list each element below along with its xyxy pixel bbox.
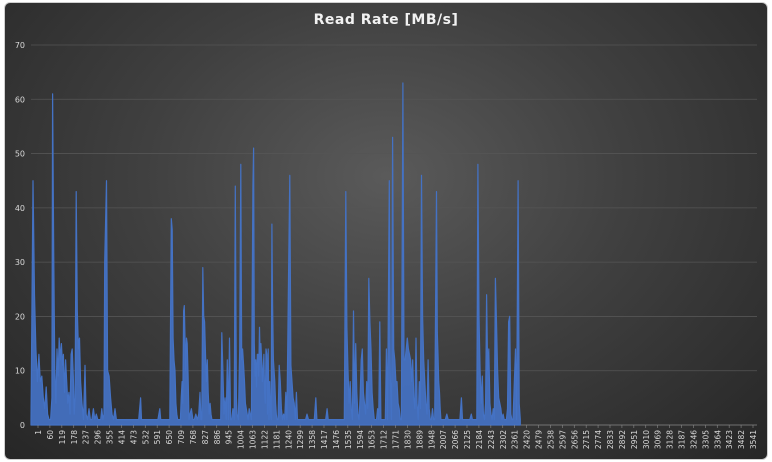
x-tick-label: 945 bbox=[225, 430, 234, 445]
y-axis-ticks: 0 10 20 30 40 50 60 70 bbox=[15, 41, 25, 430]
x-tick-label: 2066 bbox=[451, 430, 460, 449]
x-tick-label: 1653 bbox=[368, 430, 377, 449]
x-tick-label: 2302 bbox=[499, 430, 508, 449]
x-tick-label: 886 bbox=[213, 430, 222, 445]
series-layer bbox=[30, 82, 521, 426]
x-tick-label: 1771 bbox=[392, 430, 401, 449]
x-tick-label: 414 bbox=[117, 430, 126, 445]
x-tick-label: 119 bbox=[58, 430, 67, 445]
x-tick-label: 1712 bbox=[380, 430, 389, 449]
x-tick-label: 1889 bbox=[415, 430, 424, 449]
x-tick-label: 1948 bbox=[427, 430, 436, 449]
x-tick-label: 1 bbox=[34, 430, 43, 435]
x-tick-label: 3128 bbox=[666, 430, 675, 449]
x-tick-label: 709 bbox=[177, 430, 186, 445]
x-tick-label: 768 bbox=[189, 430, 198, 445]
y-tick-label: 70 bbox=[15, 41, 25, 50]
x-tick-label: 1358 bbox=[308, 430, 317, 449]
chart-title: Read Rate [MB/s] bbox=[313, 12, 459, 28]
x-tick-label: 473 bbox=[129, 430, 138, 445]
x-tick-label: 237 bbox=[82, 430, 91, 445]
x-tick-label: 60 bbox=[46, 430, 55, 440]
x-tick-label: 3069 bbox=[654, 430, 663, 449]
x-tick-label: 3423 bbox=[725, 430, 734, 449]
x-tick-label: 296 bbox=[94, 430, 103, 445]
x-tick-label: 532 bbox=[141, 430, 150, 445]
x-tick-label: 1476 bbox=[332, 430, 341, 449]
x-tick-label: 827 bbox=[201, 430, 210, 445]
x-tick-label: 355 bbox=[106, 430, 115, 445]
x-tick-label: 1830 bbox=[403, 430, 412, 449]
y-tick-label: 10 bbox=[15, 367, 25, 376]
x-tick-label: 2420 bbox=[523, 430, 532, 449]
y-tick-label: 60 bbox=[15, 95, 25, 104]
x-tick-label: 2597 bbox=[558, 430, 567, 449]
x-tick-label: 3364 bbox=[713, 430, 722, 449]
x-tick-label: 1535 bbox=[344, 430, 353, 449]
x-tick-label: 1299 bbox=[296, 430, 305, 449]
x-tick-label: 1417 bbox=[320, 430, 329, 449]
x-tick-label: 2007 bbox=[439, 430, 448, 449]
x-tick-label: 2656 bbox=[570, 430, 579, 449]
x-tick-label: 2715 bbox=[582, 430, 591, 449]
x-tick-label: 2361 bbox=[511, 430, 520, 449]
y-tick-label: 50 bbox=[15, 150, 25, 159]
x-tick-label: 1063 bbox=[249, 430, 258, 449]
x-tick-label: 2479 bbox=[535, 430, 544, 449]
x-tick-label: 2892 bbox=[618, 430, 627, 449]
x-tick-label: 1181 bbox=[272, 430, 281, 449]
x-tick-label: 3305 bbox=[701, 430, 710, 449]
y-tick-label: 20 bbox=[15, 312, 25, 321]
x-tick-label: 3482 bbox=[737, 430, 746, 449]
x-tick-label: 2951 bbox=[630, 430, 639, 449]
y-tick-label: 0 bbox=[20, 421, 25, 430]
x-tick-label: 1240 bbox=[284, 430, 293, 449]
chart-frame: Read Rate [MB/s] 0 10 20 30 40 50 60 70 1 60 119 1… bbox=[4, 2, 768, 460]
x-tick-label: 2184 bbox=[475, 430, 484, 449]
x-tick-label: 2774 bbox=[594, 430, 603, 449]
x-tick-label: 3246 bbox=[689, 430, 698, 449]
x-tick-label: 2125 bbox=[463, 430, 472, 449]
x-axis-ticks: 1 60 119 178 237 296 355 414 473 532 591 650 709 768 8… bbox=[34, 425, 758, 449]
y-tick-label: 30 bbox=[15, 258, 25, 267]
x-tick-label: 591 bbox=[153, 430, 162, 445]
x-tick-label: 3541 bbox=[749, 430, 758, 449]
x-tick-label: 2243 bbox=[487, 430, 496, 449]
x-tick-label: 1594 bbox=[356, 430, 365, 449]
x-tick-label: 650 bbox=[165, 430, 174, 445]
x-tick-label: 2833 bbox=[606, 430, 615, 449]
x-tick-label: 1004 bbox=[237, 430, 246, 449]
x-tick-label: 3187 bbox=[678, 430, 687, 449]
x-tick-label: 178 bbox=[70, 430, 79, 445]
series-area-0 bbox=[30, 82, 521, 426]
y-tick-label: 40 bbox=[15, 204, 25, 213]
x-tick-label: 1122 bbox=[260, 430, 269, 449]
x-tick-label: 3010 bbox=[642, 430, 651, 449]
x-tick-label: 2538 bbox=[546, 430, 555, 449]
